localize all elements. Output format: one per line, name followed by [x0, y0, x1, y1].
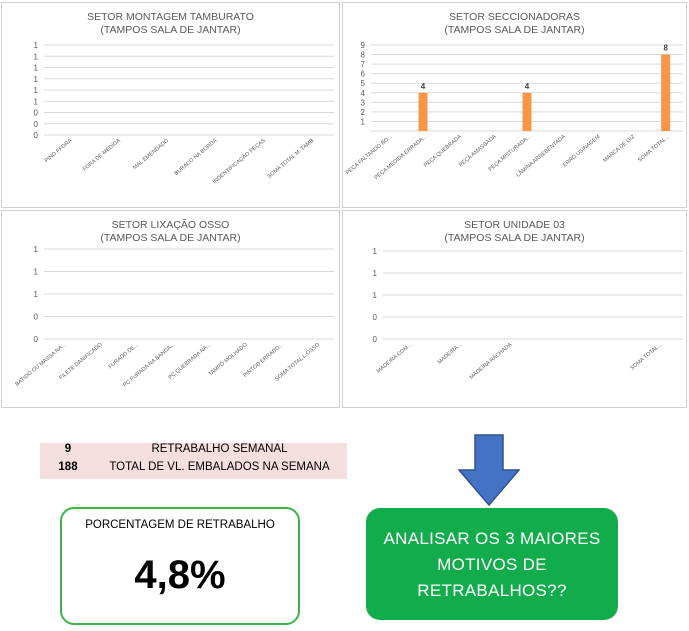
bar [418, 92, 428, 131]
bar [661, 54, 671, 131]
y-tick-label: 8 [361, 51, 366, 60]
x-tick-label: INDENTIFICAÇÃO PEÇAS [211, 137, 267, 185]
chart-panel-montagem-tamburato: SETOR MONTAGEM TAMBURATO (TAMPOS SALA DE… [1, 2, 340, 208]
y-tick-label: 1 [373, 291, 378, 300]
action-line-1: ANALISAR OS 3 MAIORES [383, 529, 601, 548]
chart-title-text: SETOR LIXAÇÃO OSSO [111, 219, 230, 231]
x-tick-label: BATIDO OU MASSA NA... [14, 342, 67, 388]
rework-percentage-box: PORCENTAGEM DE RETRABALHO 4,8% [60, 507, 300, 625]
y-tick-label: 1 [34, 290, 39, 299]
y-tick-label: 0 [373, 313, 378, 322]
y-tick-label: 1 [34, 64, 39, 73]
weekly-rework-value: 9 [64, 443, 72, 455]
y-tick-label: 0 [34, 313, 39, 322]
y-tick-label: 2 [361, 108, 366, 117]
y-tick-label: 0 [34, 120, 39, 129]
x-tick-label: SOMA TOTAL... [637, 134, 671, 164]
y-tick-label: 1 [361, 117, 366, 126]
y-tick-label: 1 [34, 268, 39, 277]
y-tick-label: 3 [361, 98, 366, 107]
chart-subtitle-text: (TAMPOS SALA DE JANTAR) [444, 232, 585, 244]
x-tick-label: MARCA DE GIZ [602, 134, 637, 164]
y-tick-label: 0 [34, 131, 39, 140]
y-tick-label: 4 [361, 89, 366, 98]
weekly-rework-label: RETRABALHO SEMANAL [151, 443, 288, 455]
chart-svg-0: 1 1 1 1 1 1 0 0 0 PINO FFORA FORA DE MEDIDA MAL EME… [34, 41, 334, 185]
y-tick-label: 0 [373, 335, 378, 344]
chart-panel-lixacao-osso: SETOR LIXAÇÃO OSSO (TAMPOS SALA DE JANTA… [1, 210, 340, 408]
action-line-3: RETRABALHOS?? [417, 581, 567, 600]
y-tick-label: 9 [361, 41, 366, 50]
weekly-summary: 9 RETRABALHO SEMANAL 188 TOTAL DE VL. EM… [40, 443, 347, 479]
y-tick-label: 1 [34, 41, 39, 50]
chart-title: SETOR UNIDADE 03 (TAMPOS SALA DE JANTAR) [343, 219, 686, 245]
x-tick-label: TAMPO MOLHADO [208, 341, 250, 377]
x-tick-label: MADEIRA RACHADA [469, 342, 514, 381]
rework-percentage-label: PORCENTAGEM DE RETRABALHO [85, 519, 275, 531]
data-label: 4 [421, 82, 426, 91]
x-tick-label: PEÇA AMASSADA [458, 134, 498, 169]
x-tick-label: PINO FFORA [44, 138, 74, 164]
y-tick-label: 1 [34, 75, 39, 84]
chart-title: SETOR MONTAGEM TAMBURATO (TAMPOS SALA DE… [2, 11, 339, 37]
chart-title-text: SETOR MONTAGEM TAMBURATO [87, 11, 254, 23]
y-tick-label: 7 [361, 60, 366, 69]
action-callout: ANALISAR OS 3 MAIORES MOTIVOS DE RETRABA… [366, 508, 618, 620]
chart-title: SETOR SECCIONADORAS (TAMPOS SALA DE JANT… [343, 11, 686, 37]
down-arrow-icon [458, 434, 520, 506]
packed-total-value: 188 [58, 461, 78, 473]
x-tick-label: ERRO USINAGEM [562, 134, 602, 169]
data-label: 4 [525, 82, 530, 91]
weekly-rework-row: 9 RETRABALHO SEMANAL [40, 443, 347, 461]
chart-subtitle-text: (TAMPOS SALA DE JANTAR) [444, 24, 585, 36]
x-tick-label: FORA DE MEDIDA [82, 138, 122, 173]
bar [522, 92, 532, 131]
chart-panel-unidade-03: SETOR UNIDADE 03 (TAMPOS SALA DE JANTAR)… [342, 210, 687, 408]
rework-percentage-value: 4,8% [134, 553, 226, 597]
packed-total-row: 188 TOTAL DE VL. EMBALADOS NA SEMANA [40, 461, 347, 479]
y-tick-label: 6 [361, 70, 366, 79]
chart-subtitle-text: (TAMPOS SALA DE JANTAR) [100, 232, 241, 244]
y-tick-label: 1 [34, 245, 39, 254]
chart-title: SETOR LIXAÇÃO OSSO (TAMPOS SALA DE JANTA… [2, 219, 339, 245]
y-tick-label: 1 [373, 269, 378, 278]
x-tick-label: BURACO NA BORDA [174, 138, 219, 177]
y-tick-label: 1 [34, 97, 39, 106]
x-tick-label: MADEIRA... [437, 342, 464, 366]
chart-panel-seccionadoras: SETOR SECCIONADORAS (TAMPOS SALA DE JANT… [342, 2, 687, 208]
data-label: 8 [663, 44, 668, 53]
chart-title-text: SETOR SECCIONADORAS [448, 11, 581, 23]
y-tick-label: 5 [361, 79, 366, 88]
x-tick-label: MAL EMENDADO [132, 137, 170, 171]
x-tick-label: SOMA TOTAL M. TAMB [267, 138, 316, 180]
chart-title-text: SETOR UNIDADE 03 [464, 219, 565, 231]
action-line-2: MOTIVOS DE [437, 555, 547, 574]
x-tick-label: MADEIRA COM... [376, 342, 414, 375]
y-tick-label: 1 [373, 247, 378, 256]
x-tick-label: SOMA TOTAL... [629, 342, 663, 372]
y-tick-label: 0 [34, 335, 39, 344]
packed-total-label: TOTAL DE VL. EMBALADOS NA SEMANA [109, 461, 330, 473]
x-tick-label: FURADO DE... [108, 342, 141, 371]
chart-subtitle-text: (TAMPOS SALA DE JANTAR) [100, 24, 241, 36]
y-tick-label: 1 [34, 52, 39, 61]
y-tick-label: 1 [34, 86, 39, 95]
y-tick-label: 0 [34, 109, 39, 118]
